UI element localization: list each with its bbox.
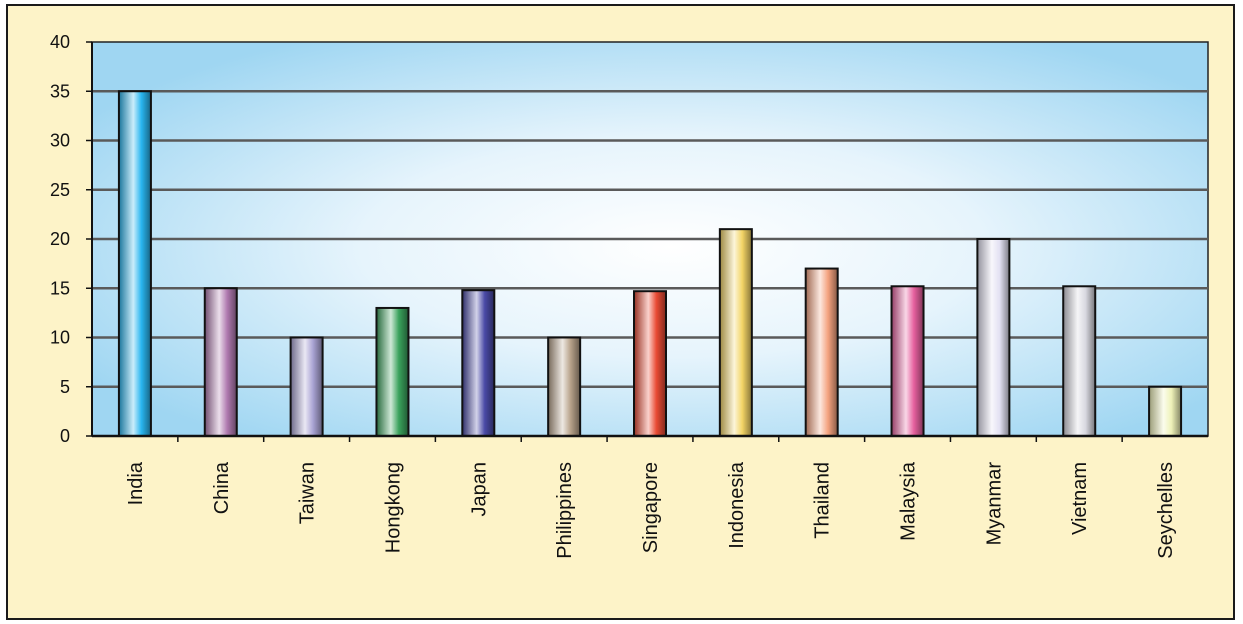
- bar-vietnam: [1062, 285, 1097, 437]
- y-tick-label: 5: [60, 377, 70, 397]
- bar-japan: [461, 289, 496, 437]
- bar-thailand: [804, 267, 839, 437]
- x-tick-label: Hongkong: [382, 462, 404, 553]
- bar-taiwan: [289, 336, 324, 437]
- x-tick-label: Seychelles: [1155, 462, 1177, 559]
- x-tick-label: Myanmar: [983, 462, 1005, 546]
- bar-singapore: [633, 290, 667, 437]
- bar-china: [203, 287, 238, 437]
- bar-philippines: [547, 336, 582, 437]
- x-tick-label: Vietnam: [1069, 462, 1091, 535]
- y-tick-label: 40: [50, 32, 70, 52]
- x-tick-label: Malaysia: [898, 461, 920, 541]
- x-tick-label: Singapore: [640, 462, 662, 553]
- bar-malaysia: [890, 285, 925, 437]
- y-tick-label: 25: [50, 180, 70, 200]
- y-tick-label: 20: [50, 229, 70, 249]
- x-tick-label: Philippines: [554, 462, 576, 559]
- x-tick-label: India: [125, 461, 147, 505]
- x-tick-label: China: [211, 461, 233, 514]
- bar-india: [117, 90, 152, 437]
- y-tick-label: 15: [50, 278, 70, 298]
- y-tick-label: 0: [60, 426, 70, 446]
- bar-hongkong: [375, 306, 410, 438]
- x-tick-label: Japan: [468, 462, 490, 517]
- bar-seychelles: [1148, 385, 1183, 437]
- bar-indonesia: [718, 228, 753, 437]
- x-tick-label: Thailand: [812, 462, 834, 539]
- y-tick-label: 30: [50, 131, 70, 151]
- x-tick-label: Taiwan: [297, 462, 319, 524]
- y-tick-label: 35: [50, 81, 70, 101]
- y-tick-label: 10: [50, 328, 70, 348]
- x-tick-label: Indonesia: [726, 461, 748, 549]
- bar-myanmar: [976, 238, 1011, 437]
